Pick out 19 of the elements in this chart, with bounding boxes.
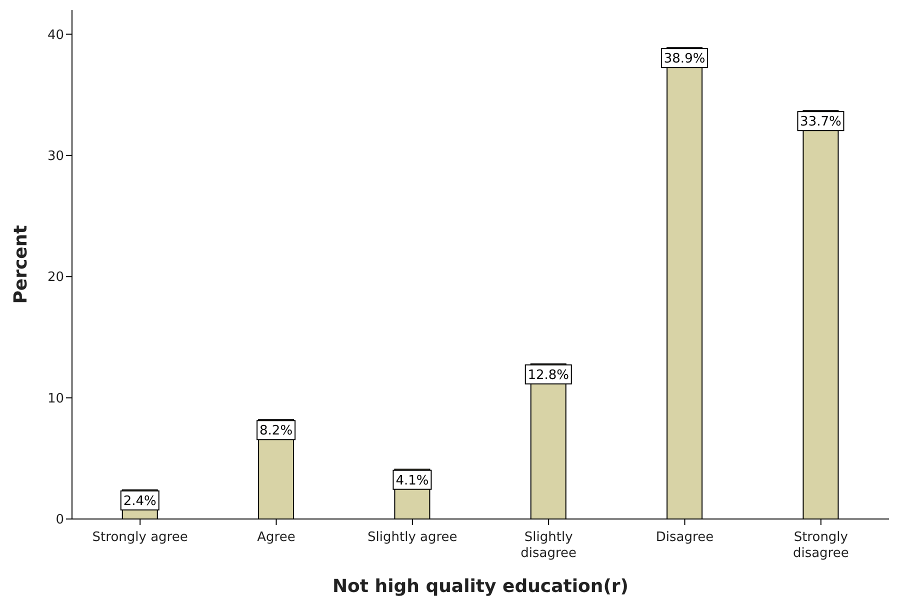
data-label: 4.1%	[396, 473, 429, 488]
x-tick-label: Agree	[257, 530, 296, 545]
x-axis-title: Not high quality education(r)	[332, 576, 629, 597]
y-tick-label: 30	[47, 149, 64, 164]
y-tick-label: 40	[47, 28, 64, 43]
x-tick-label: Slightly disagree	[520, 530, 577, 561]
data-label: 12.8%	[528, 368, 570, 383]
data-label: 33.7%	[800, 114, 842, 130]
x-tick-label: Strongly agree	[92, 530, 188, 545]
data-label: 2.4%	[123, 494, 156, 509]
y-tick-label: 10	[47, 391, 64, 406]
y-tick-label: 20	[47, 270, 64, 286]
x-tick-label: Disagree	[656, 530, 714, 545]
x-tick-label: Strongly disagree	[792, 530, 849, 561]
data-label: 38.9%	[664, 52, 706, 67]
x-tick-label: Slightly agree	[368, 530, 458, 545]
y-axis-title: Percent	[10, 224, 32, 304]
y-tick-label: 0	[56, 512, 64, 528]
data-label: 8.2%	[260, 424, 293, 439]
